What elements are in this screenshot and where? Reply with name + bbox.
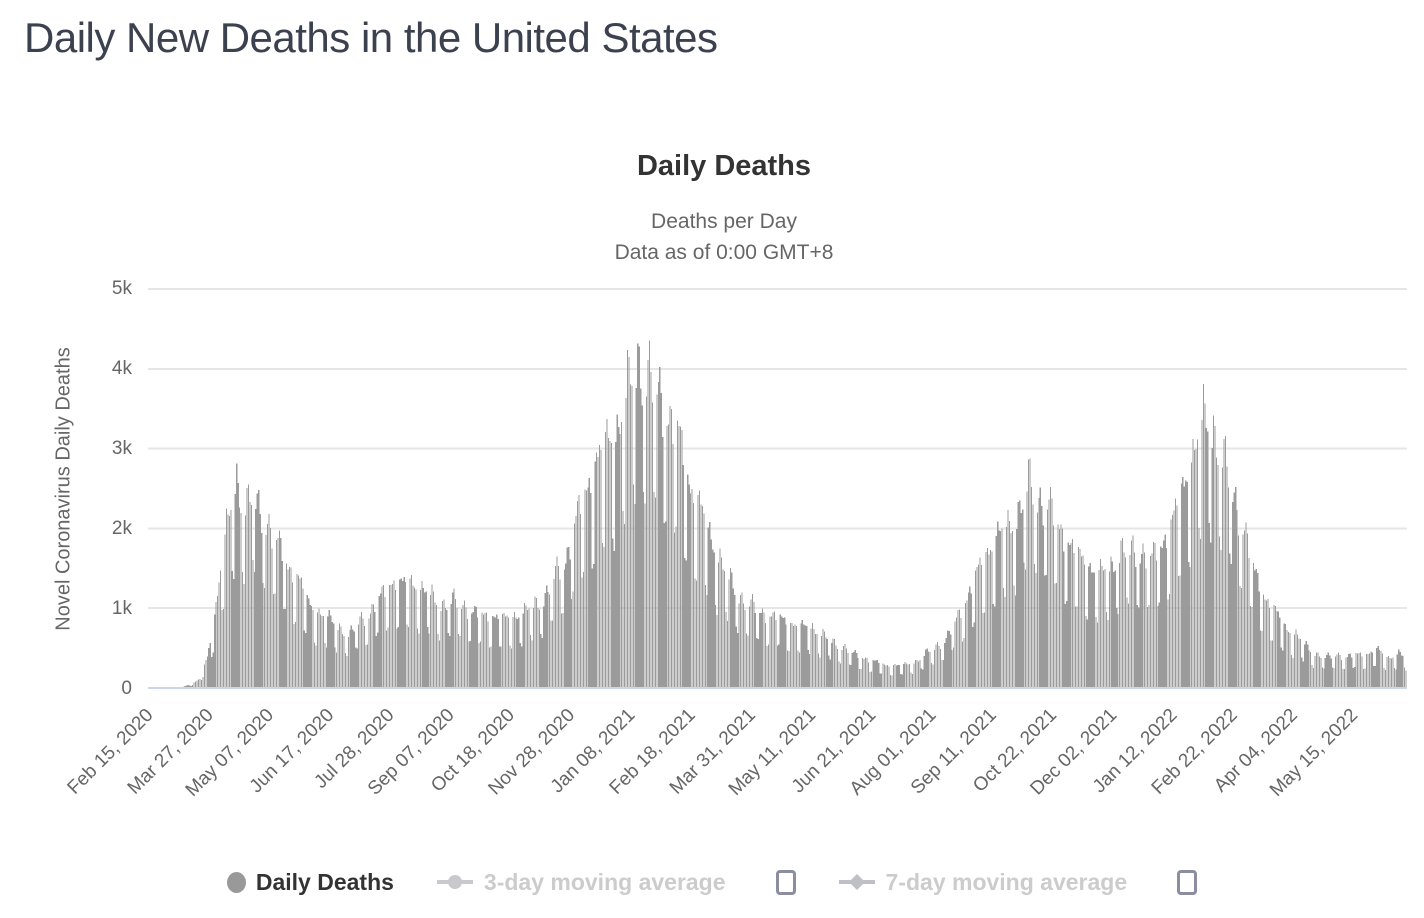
chart-legend: Daily Deaths 3-day moving average 7-day … <box>0 858 1424 906</box>
checkbox-7-day-avg[interactable] <box>1177 869 1198 895</box>
page-title: Daily New Deaths in the United States <box>24 14 718 61</box>
legend-label-7-day-avg: 7-day moving average <box>885 868 1128 895</box>
daily-deaths-marker-icon <box>226 871 246 893</box>
daily-deaths-chart-plot[interactable] <box>148 288 1407 690</box>
line-circle-marker-icon <box>436 875 473 889</box>
chart-subtitle-line1: Deaths per Day <box>651 210 797 233</box>
checkbox-3-day-avg[interactable] <box>775 869 796 895</box>
y-axis-title: Novel Coronavirus Daily Deaths <box>52 347 75 631</box>
line-diamond-marker-icon <box>838 874 875 890</box>
y-tick-1k: 1k <box>111 598 132 619</box>
chart-subtitle: Deaths per Day Data as of 0:00 GMT+8 <box>0 206 1424 268</box>
y-tick-3k: 3k <box>111 438 132 459</box>
chart-subtitle-line2: Data as of 0:00 GMT+8 <box>614 241 834 264</box>
legend-item-daily-deaths[interactable]: Daily Deaths <box>226 868 394 896</box>
chart-title: Daily Deaths <box>636 150 812 182</box>
y-tick-4k: 4k <box>111 358 132 379</box>
y-tick-5k: 5k <box>111 278 132 299</box>
y-tick-0: 0 <box>121 678 132 699</box>
y-tick-2k: 2k <box>111 518 132 539</box>
legend-item-7-day-avg[interactable]: 7-day moving average <box>838 869 1198 896</box>
daily-deaths-bars <box>172 340 1407 688</box>
legend-label-3-day-avg: 3-day moving average <box>483 868 726 895</box>
legend-item-3-day-avg[interactable]: 3-day moving average <box>436 869 796 896</box>
legend-label-daily-deaths: Daily Deaths <box>255 868 394 895</box>
